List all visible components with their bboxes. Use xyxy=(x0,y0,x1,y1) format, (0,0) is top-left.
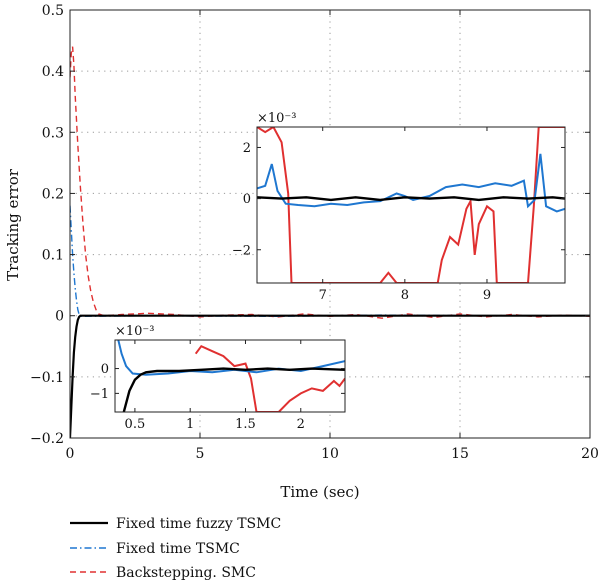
main-plot xyxy=(70,46,590,438)
y-axis-label: Tracking error xyxy=(4,168,22,281)
inset-exponent-label: ×10⁻³ xyxy=(257,111,297,126)
legend: Fixed time fuzzy TSMC Fixed time TSMC Back… xyxy=(70,516,281,581)
x-tick-label: 10 xyxy=(321,446,339,462)
legend-label: Fixed time fuzzy TSMC xyxy=(116,516,281,532)
y-tick-label: −0.1 xyxy=(30,370,64,386)
inset-y-tick-label: 0 xyxy=(101,362,109,377)
inset-x-tick-label: 2 xyxy=(297,417,305,432)
x-tick-label: 5 xyxy=(196,446,205,462)
inset-y-tick-label: 2 xyxy=(243,141,251,156)
series-line-fixed-time-fuzzy-tsmc xyxy=(70,314,590,438)
main-tick-labels: 0 5 10 15 200.50.40.30.20.10−0.1−0.2 xyxy=(30,3,599,462)
y-tick-label: −0.2 xyxy=(30,431,64,447)
inset-series-line-fixed-time-tsmc xyxy=(257,153,565,213)
inset-y-tick-label: −2 xyxy=(232,243,251,258)
inset-series-line-backstepping-smc xyxy=(257,127,565,283)
inset-y-tick-label: −1 xyxy=(90,387,109,402)
y-tick-label: 0.4 xyxy=(42,64,64,80)
inset-x-tick-label: 7 xyxy=(319,288,327,303)
inset-frame xyxy=(114,339,346,413)
inset-right: 7 8 9 2 0 −2 ×10⁻³ xyxy=(232,111,566,303)
y-tick-label: 0.3 xyxy=(42,125,64,141)
x-axis-label: Time (sec) xyxy=(280,483,359,501)
inset-series-line-backstepping-smc xyxy=(194,344,345,412)
inset-series-line-fixed-time-fuzzy-tsmc xyxy=(257,196,565,202)
inset-y-tick-label: 0 xyxy=(243,192,251,207)
y-tick-label: 0.1 xyxy=(42,248,64,264)
inset-x-tick-label: 8 xyxy=(401,288,409,303)
inset-exponent-label: ×10⁻³ xyxy=(115,324,155,339)
legend-label: Fixed time TSMC xyxy=(116,541,240,557)
inset-x-tick-label: 1 xyxy=(186,417,194,432)
y-tick-label: 0 xyxy=(55,309,64,325)
inset-frame xyxy=(256,126,566,284)
inset-x-tick-label: 1.5 xyxy=(235,417,256,432)
x-tick-label: 0 xyxy=(66,446,75,462)
x-tick-label: 15 xyxy=(451,446,469,462)
inset-x-tick-label: 0.5 xyxy=(125,417,146,432)
y-tick-label: 0.5 xyxy=(42,3,64,19)
legend-label: Backstepping. SMC xyxy=(116,565,256,581)
inset-series-line-fixed-time-tsmc xyxy=(117,340,345,376)
inset-series-line-fixed-time-fuzzy-tsmc xyxy=(122,367,345,412)
x-tick-label: 20 xyxy=(581,446,599,462)
y-tick-label: 0.2 xyxy=(42,186,64,202)
inset-x-tick-label: 9 xyxy=(483,288,491,303)
inset-background xyxy=(115,340,345,412)
inset-bottom: 0.5 1 1.5 2 0 −1 ×10⁻³ xyxy=(90,324,346,432)
